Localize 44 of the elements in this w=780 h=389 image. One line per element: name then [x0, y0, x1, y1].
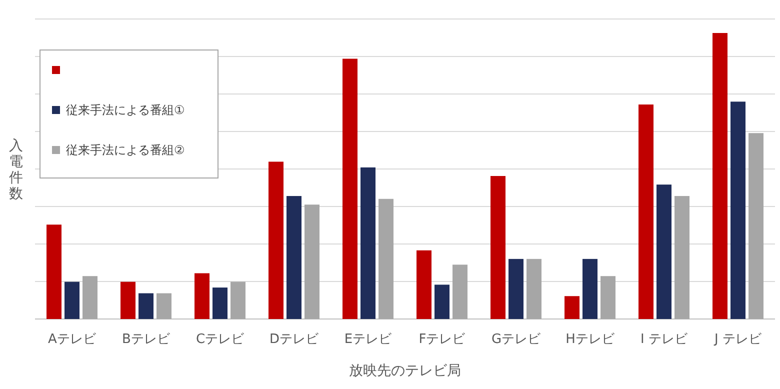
- bar: [342, 58, 358, 319]
- bar: [304, 204, 320, 319]
- bar: [490, 176, 506, 319]
- x-tick-label: Fテレビ: [418, 332, 466, 347]
- bar: [730, 102, 746, 319]
- bar: [138, 293, 154, 319]
- bar: [64, 282, 80, 319]
- x-tick-label: Bテレビ: [122, 332, 171, 347]
- bar: [434, 284, 450, 319]
- bar: [600, 276, 616, 319]
- y-axis-title: 入電件数: [9, 138, 23, 202]
- x-tick-label: Cテレビ: [196, 332, 246, 347]
- bar: [674, 196, 690, 319]
- bar: [360, 167, 376, 319]
- bar: [564, 296, 580, 319]
- bar: [286, 196, 302, 319]
- bar: [230, 282, 246, 319]
- bar: [452, 264, 468, 319]
- legend-label: 従来手法による番組②: [66, 143, 185, 157]
- bar: [638, 104, 654, 319]
- x-tick-label: I テレビ: [640, 332, 688, 347]
- x-tick-label: Dテレビ: [269, 332, 320, 347]
- x-tick-label: Aテレビ: [48, 332, 97, 347]
- x-tick-label: J テレビ: [714, 332, 762, 347]
- bar: [378, 198, 394, 319]
- bar: [656, 184, 672, 319]
- x-tick-label: Hテレビ: [566, 332, 616, 347]
- bar: [508, 258, 524, 319]
- bar: [82, 276, 98, 319]
- x-tick-label: Eテレビ: [344, 332, 393, 347]
- bar: [120, 282, 136, 319]
- bar: [582, 258, 598, 319]
- bar: [748, 133, 764, 319]
- bar: [416, 250, 432, 319]
- x-axis-title: 放映先のテレビ局: [349, 363, 461, 379]
- bar: [268, 162, 284, 319]
- bar: [212, 288, 228, 319]
- legend-label: 従来手法による番組①: [66, 103, 185, 117]
- x-tick-label: Gテレビ: [491, 332, 542, 347]
- bar: [194, 273, 210, 319]
- bar: [156, 293, 172, 319]
- bar: [712, 33, 728, 319]
- bar: [526, 258, 542, 319]
- bar: [46, 224, 62, 319]
